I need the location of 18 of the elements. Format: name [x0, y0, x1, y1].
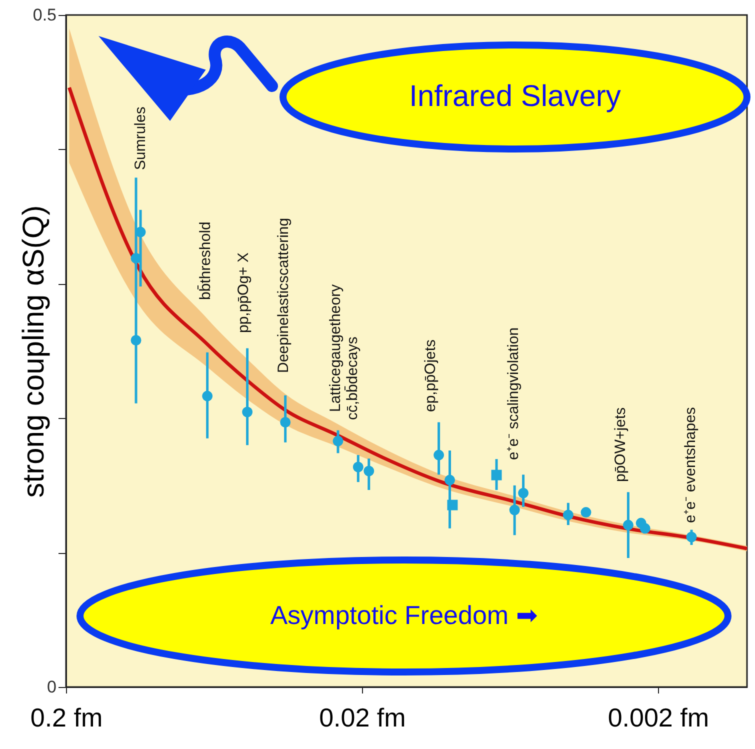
annotation: e⁺e⁻ eventshapes: [682, 407, 699, 523]
annotation: ep,pp̄Ojets: [422, 339, 439, 412]
annotation: pp,pp̄Og+ X: [235, 252, 252, 333]
x-tick-label: 0.2 fm: [30, 702, 103, 732]
annotation: Deepinelasticscattering: [275, 218, 292, 373]
y-tick-label: 0.5: [32, 6, 56, 24]
x-tick-label: 0.002 fm: [608, 702, 709, 732]
annotation: cc̄,bb̄decays: [344, 336, 361, 420]
annotation: e⁺e⁻ scalingviolation: [505, 327, 522, 460]
annotation: pp̄OW+jets: [612, 407, 629, 482]
annotation: Asymptotic Freedom ➡: [270, 600, 538, 630]
annotation: Latticegaugetheory: [327, 284, 344, 412]
annotation: bb̄threshold: [197, 222, 214, 300]
annotation: Sumrules: [132, 106, 149, 170]
x-tick-label: 0.02 fm: [319, 702, 406, 732]
annotation: Infrared Slavery: [409, 80, 621, 113]
y-axis-title: strong coupling αS(Q): [18, 205, 50, 498]
y-tick-label: 0: [47, 678, 56, 696]
